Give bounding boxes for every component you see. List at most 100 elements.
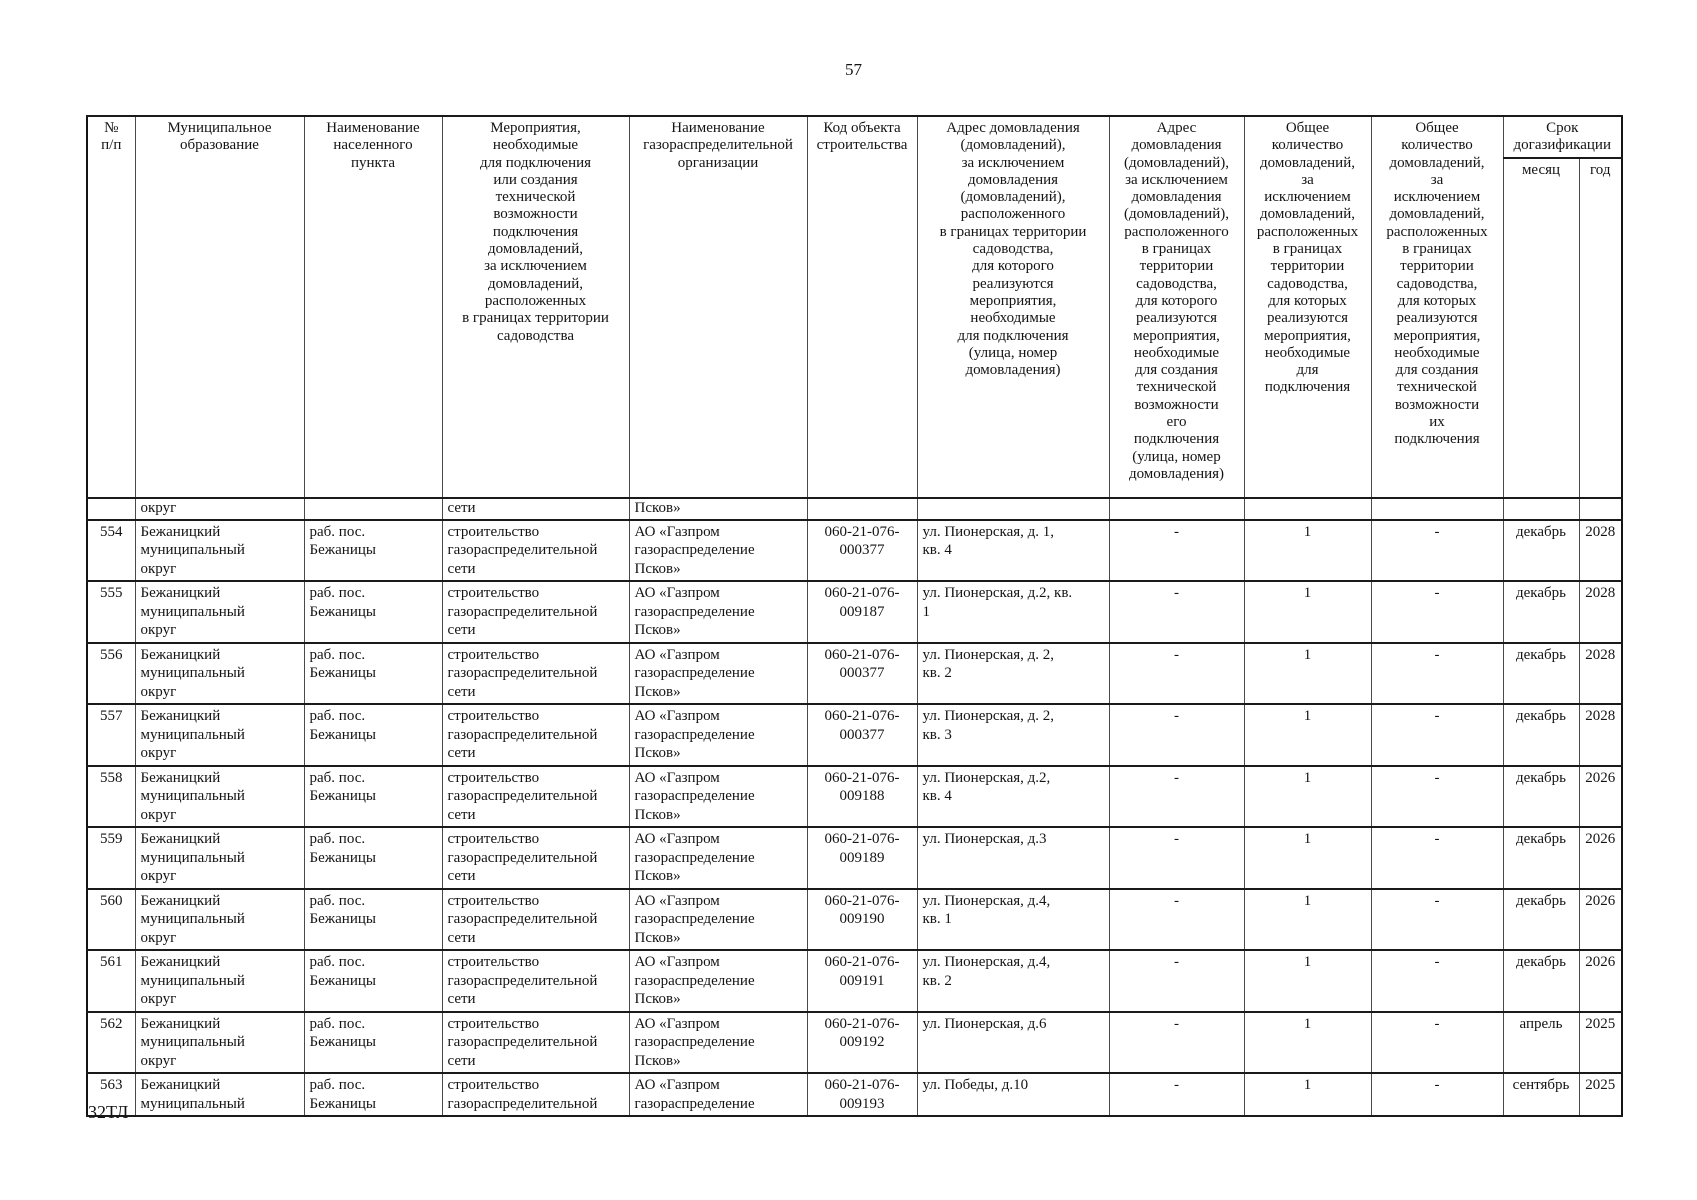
cell-municipality: Бежаницкий муниципальный: [134, 1072, 305, 1118]
cell-measures: строительство газораспределительной сети: [441, 1010, 630, 1075]
cell-month: декабрь: [1502, 949, 1580, 1013]
table-header: № п/п Муниципальное образование Наименован…: [86, 115, 1623, 499]
cell-count-connection: 1: [1243, 826, 1372, 890]
cell-municipality: Бежаницкий муниципальный округ: [134, 949, 305, 1013]
cell-address-connection: ул. Пионерская, д. 2, кв. 3: [916, 703, 1110, 767]
cell-count-connection: 1: [1243, 703, 1372, 767]
cell-municipality: Бежаницкий муниципальный округ: [134, 764, 305, 829]
cell-year: 2026: [1578, 826, 1623, 890]
cell-address-connection: ул. Пионерская, д.2, кв. 1: [916, 580, 1110, 644]
cell-num: 562: [86, 1010, 136, 1075]
cell-municipality: Бежаницкий муниципальный округ: [134, 641, 305, 706]
column-header-count-connection: Общее количество домовладений, за исключ…: [1243, 115, 1372, 499]
gasification-schedule-table: № п/п Муниципальное образование Наименован…: [86, 115, 1624, 1118]
cell-measures: строительство газораспределительной сети: [441, 641, 630, 706]
column-header-municipality: Муниципальное образование: [134, 115, 305, 499]
cell-year: 2025: [1578, 1072, 1623, 1118]
cell-count-connection: 1: [1243, 764, 1372, 829]
cell-address-tech: -: [1108, 764, 1245, 829]
cell-num: [86, 496, 136, 521]
cell-address-connection: [916, 496, 1110, 521]
cell-settlement: раб. пос. Бежаницы: [303, 641, 443, 706]
cell-count-connection: 1: [1243, 641, 1372, 706]
column-header-object-code: Код объекта строительства: [806, 115, 918, 499]
cell-object-code: 060-21-076- 009190: [806, 887, 918, 952]
cell-address-tech: -: [1108, 703, 1245, 767]
cell-count-tech: -: [1370, 580, 1504, 644]
cell-month: декабрь: [1502, 887, 1580, 952]
cell-address-connection: ул. Пионерская, д.4, кв. 1: [916, 887, 1110, 952]
cell-year: 2028: [1578, 580, 1623, 644]
cell-num: 560: [86, 887, 136, 952]
table-row: 556 Бежаницкий муниципальный округ раб. по…: [86, 641, 1623, 706]
cell-count-tech: -: [1370, 703, 1504, 767]
cell-month: декабрь: [1502, 641, 1580, 706]
cell-settlement: раб. пос. Бежаницы: [303, 826, 443, 890]
cell-object-code: 060-21-076- 000377: [806, 703, 918, 767]
cell-address-connection: ул. Пионерская, д.4, кв. 2: [916, 949, 1110, 1013]
cell-count-connection: [1243, 496, 1372, 521]
cell-municipality: Бежаницкий муниципальный округ: [134, 580, 305, 644]
cell-address-tech: -: [1108, 1010, 1245, 1075]
cell-num: 554: [86, 518, 136, 583]
cell-address-connection: ул. Пионерская, д. 1, кв. 4: [916, 518, 1110, 583]
table-row: 559 Бежаницкий муниципальный округ раб. по…: [86, 826, 1623, 890]
cell-settlement: раб. пос. Бежаницы: [303, 887, 443, 952]
cell-year: 2028: [1578, 703, 1623, 767]
cell-settlement: раб. пос. Бежаницы: [303, 764, 443, 829]
cell-count-tech: -: [1370, 518, 1504, 583]
cell-object-code: 060-21-076- 000377: [806, 518, 918, 583]
cell-year: 2025: [1578, 1010, 1623, 1075]
footer-note: 32ТЛ: [88, 1102, 129, 1122]
cell-object-code: 060-21-076- 009188: [806, 764, 918, 829]
carryover-row: округ сети Псков»: [86, 496, 1623, 521]
table-row: 557 Бежаницкий муниципальный округ раб. по…: [86, 703, 1623, 767]
cell-gro-name: АО «Газпром газораспределение Псков»: [628, 580, 808, 644]
cell-measures: строительство газораспределительной сети: [441, 518, 630, 583]
cell-municipality: Бежаницкий муниципальный округ: [134, 887, 305, 952]
cell-month: декабрь: [1502, 703, 1580, 767]
cell-month: декабрь: [1502, 518, 1580, 583]
cell-count-connection: 1: [1243, 1072, 1372, 1118]
cell-municipality: Бежаницкий муниципальный округ: [134, 518, 305, 583]
column-header-address-connection: Адрес домовладения (домовладений), за ис…: [916, 115, 1110, 499]
cell-address-tech: -: [1108, 826, 1245, 890]
cell-address-tech: -: [1108, 949, 1245, 1013]
cell-measures: строительство газораспределительной: [441, 1072, 630, 1118]
cell-address-tech: -: [1108, 580, 1245, 644]
table-row: 562 Бежаницкий муниципальный округ раб. по…: [86, 1010, 1623, 1075]
cell-address-tech: [1108, 496, 1245, 521]
cell-municipality: Бежаницкий муниципальный округ: [134, 703, 305, 767]
column-header-measures: Мероприятия, необходимые для подключения…: [441, 115, 630, 499]
column-header-gro-name: Наименование газораспределительной орган…: [628, 115, 808, 499]
cell-num: 556: [86, 641, 136, 706]
cell-gro-name: АО «Газпром газораспределение Псков»: [628, 1010, 808, 1075]
cell-count-tech: -: [1370, 949, 1504, 1013]
cell-object-code: 060-21-076- 000377: [806, 641, 918, 706]
column-header-num: № п/п: [86, 115, 136, 499]
cell-address-connection: ул. Победы, д.10: [916, 1072, 1110, 1118]
cell-gro-name: АО «Газпром газораспределение Псков»: [628, 518, 808, 583]
cell-gro-name: АО «Газпром газораспределение Псков»: [628, 949, 808, 1013]
cell-num: 557: [86, 703, 136, 767]
cell-measures: строительство газораспределительной сети: [441, 887, 630, 952]
table-row: 561 Бежаницкий муниципальный округ раб. по…: [86, 949, 1623, 1013]
cell-month: декабрь: [1502, 826, 1580, 890]
cell-settlement: раб. пос. Бежаницы: [303, 518, 443, 583]
page-number: 57: [845, 60, 862, 79]
table-row: 563 Бежаницкий муниципальный раб. пос. Беж…: [86, 1072, 1623, 1118]
cell-address-connection: ул. Пионерская, д.2, кв. 4: [916, 764, 1110, 829]
table-row: 560 Бежаницкий муниципальный округ раб. по…: [86, 887, 1623, 952]
cell-num: 561: [86, 949, 136, 1013]
header-row-main: № п/п Муниципальное образование Наименован…: [86, 115, 1623, 499]
cell-measures: строительство газораспределительной сети: [441, 580, 630, 644]
cell-num: 559: [86, 826, 136, 890]
column-header-count-tech: Общее количество домовладений, за исключ…: [1370, 115, 1504, 499]
cell-month: декабрь: [1502, 580, 1580, 644]
cell-address-tech: -: [1108, 518, 1245, 583]
column-subheader-year: год: [1578, 156, 1623, 499]
cell-count-tech: -: [1370, 764, 1504, 829]
cell-object-code: 060-21-076- 009193: [806, 1072, 918, 1118]
cell-count-tech: [1370, 496, 1504, 521]
